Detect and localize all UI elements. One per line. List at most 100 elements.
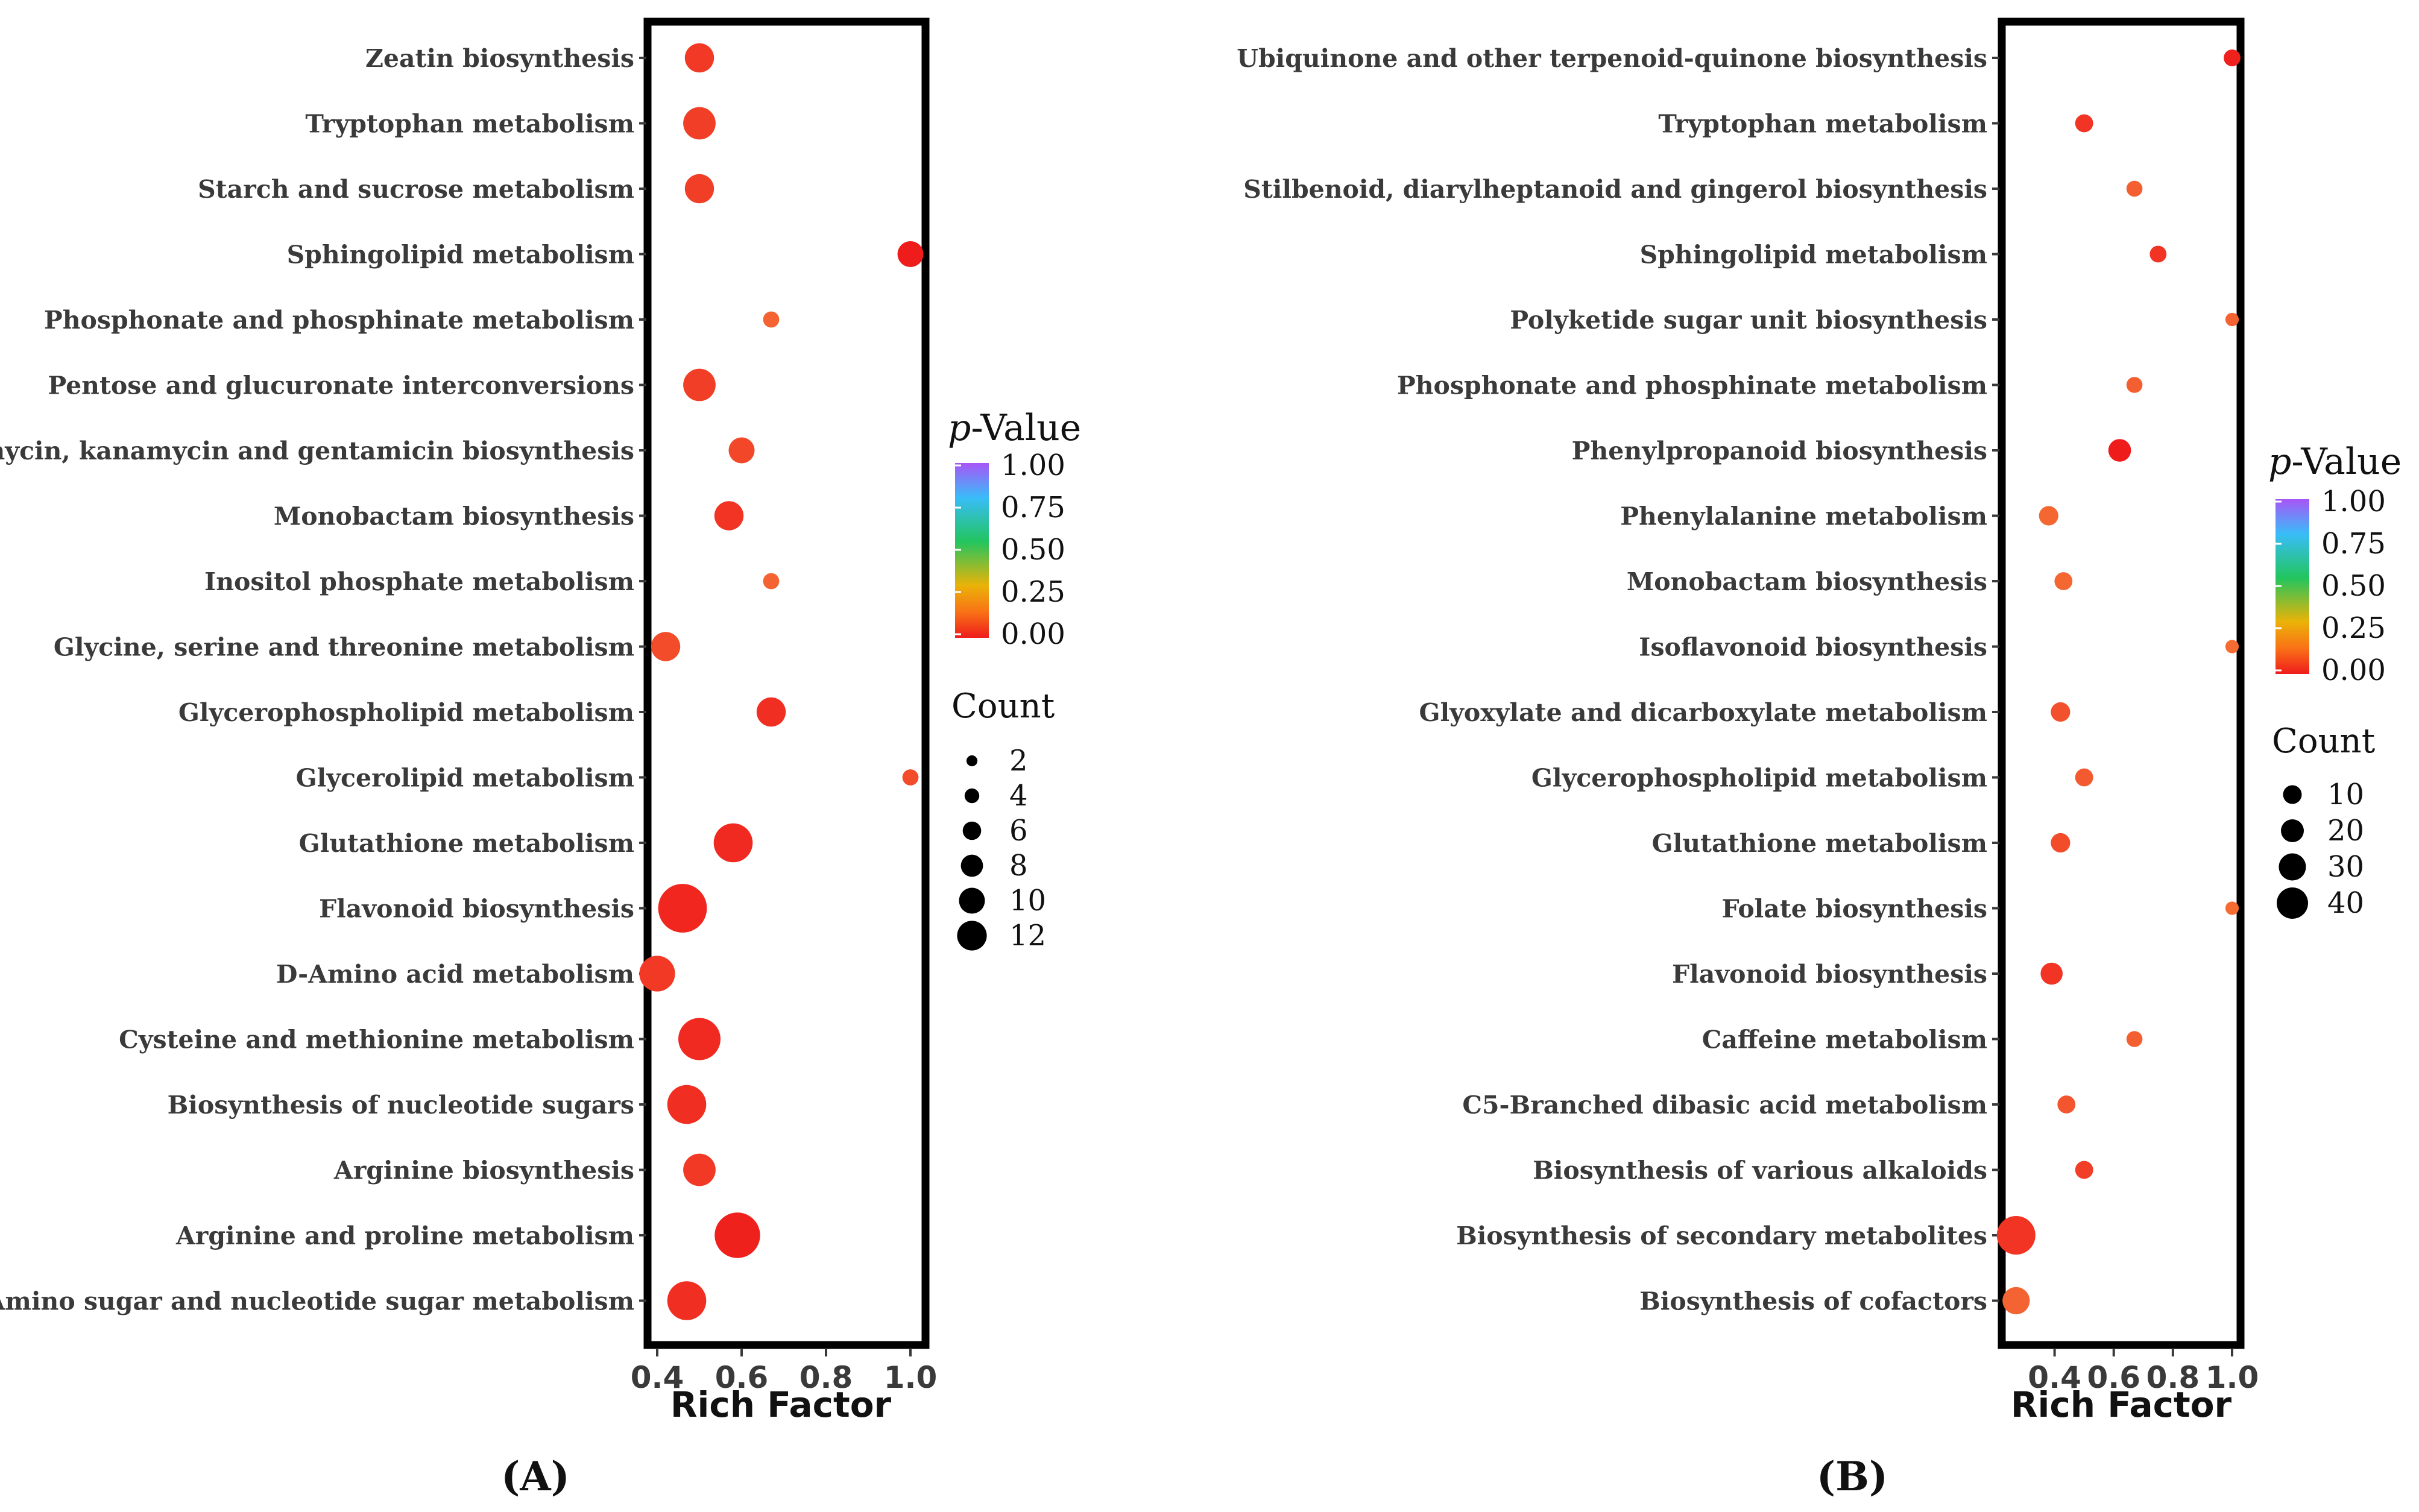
data-point-b [2002, 1287, 2030, 1315]
category-label-b: Flavonoid biosynthesis [1672, 960, 1987, 989]
data-point-a [763, 311, 780, 328]
category-label-a: Glutathione metabolism [299, 829, 634, 858]
category-label-b: Caffeine metabolism [1702, 1025, 1987, 1054]
legend-count-label-a: 2 [1009, 744, 1028, 778]
category-label-b: Biosynthesis of various alkaloids [1533, 1156, 1987, 1185]
panel-b: Ubiquinone and other terpenoid-quinone b… [1237, 17, 2402, 1425]
data-point-a [714, 501, 744, 531]
legend-count-label-b: 30 [2327, 850, 2364, 884]
category-label-a: Biosynthesis of nucleotide sugars [168, 1091, 634, 1120]
legend-pvalue-tick-a: 0.00 [1001, 617, 1065, 651]
x-tick-label-a: 1.0 [884, 1360, 938, 1395]
data-point-a [684, 174, 714, 204]
data-point-b [2075, 768, 2093, 787]
x-axis-title-a: Rich Factor [670, 1384, 892, 1425]
category-label-a: Cysteine and methionine metabolism [119, 1025, 634, 1054]
legend-pvalue-tick-a: 0.50 [1001, 533, 1065, 567]
data-point-a [683, 1153, 716, 1186]
category-label-a: Glycine, serine and threonine metabolism [54, 633, 634, 662]
category-label-b: Phenylalanine metabolism [1620, 502, 1987, 531]
data-point-b [2075, 114, 2093, 133]
category-label-b: Ubiquinone and other terpenoid-quinone b… [1237, 44, 1987, 73]
category-label-b: Stilbenoid, diarylheptanoid and gingerol… [1243, 175, 1987, 204]
legend-pvalue-tick-b: 0.75 [2321, 527, 2386, 561]
caption-a: (A) [501, 1453, 570, 1500]
legend-count-label-b: 40 [2327, 886, 2364, 920]
data-point-a [713, 823, 753, 863]
category-label-a: Tryptophan metabolism [305, 110, 634, 139]
data-point-b [2126, 180, 2143, 197]
category-label-a: Monobactam biosynthesis [274, 502, 634, 531]
legend-pvalue-tick-b: 0.50 [2321, 569, 2386, 603]
data-point-a [683, 368, 716, 402]
data-point-b [2126, 1031, 2143, 1047]
data-point-b [2051, 833, 2070, 853]
category-label-b: Sphingolipid metabolism [1640, 241, 1987, 269]
x-tick-label-a: 0.8 [800, 1360, 853, 1395]
legend-count-label-a: 6 [1009, 814, 1028, 848]
legend-count-dot-a [959, 887, 985, 914]
category-label-b: Biosynthesis of cofactors [1639, 1287, 1987, 1316]
legend-pvalue-tick-b: 1.00 [2321, 485, 2386, 518]
category-label-a: Pentose and glucuronate interconversions [48, 371, 634, 400]
legend-pvalue-tick-a: 0.75 [1001, 491, 1065, 524]
plot-frame-a [643, 17, 930, 1349]
legend-pvalue-p-b: p [2268, 441, 2291, 483]
category-label-b: Phosphonate and phosphinate metabolism [1397, 371, 1987, 400]
legend-count-label-a: 10 [1009, 884, 1046, 918]
legend-pvalue-tick-a: 1.00 [1001, 449, 1065, 482]
caption-b: (B) [1817, 1453, 1888, 1500]
legend-count-title-a: Count [951, 687, 1055, 726]
category-label-a: Sphingolipid metabolism [287, 241, 634, 269]
legend-pvalue-tick-b: 0.00 [2321, 654, 2386, 687]
data-point-a [756, 697, 786, 727]
category-label-b: Biosynthesis of secondary metabolites [1456, 1221, 1987, 1250]
legend-count-title-b: Count [2272, 722, 2376, 761]
data-point-a [639, 956, 675, 992]
legend-count-dot-b [2279, 853, 2306, 881]
legend-pvalue-tick-b: 0.25 [2321, 611, 2386, 645]
category-label-b: Glycerophospholipid metabolism [1531, 764, 1987, 793]
data-point-b [2225, 901, 2239, 915]
data-point-b [2075, 1161, 2093, 1179]
legend-count-dot-a [960, 854, 983, 877]
category-label-a: Glycerophospholipid metabolism [178, 698, 634, 727]
legend-pvalue-ticks-a: 1.00 0.75 0.50 0.25 0.00 [955, 449, 1065, 651]
panel-a: Zeatin biosynthesis Tryptophan metabolism… [0, 17, 1081, 1425]
points-b [1996, 49, 2241, 1315]
category-label-b: Polyketide sugar unit biosynthesis [1510, 306, 1987, 335]
x-tick-label-b: 0.8 [2146, 1360, 2200, 1395]
data-point-b [2126, 377, 2143, 393]
category-label-b: Folate biosynthesis [1721, 895, 1987, 924]
legend-count-dot-b [2281, 819, 2304, 842]
x-tick-label-b: 0.4 [2028, 1360, 2081, 1395]
data-point-a [683, 107, 716, 140]
legend-pvalue-ticks-b: 1.00 0.75 0.50 0.25 0.00 [2276, 485, 2386, 687]
legend-pvalue-title-a: p-Value [948, 407, 1081, 449]
data-point-b [1996, 1216, 2036, 1255]
data-point-b [2051, 702, 2070, 722]
data-point-a [658, 884, 707, 933]
category-label-a: Glycerolipid metabolism [296, 764, 634, 793]
data-point-b [2224, 49, 2241, 66]
data-point-b [2149, 245, 2167, 263]
legend-pvalue-rest-b: -Value [2291, 441, 2402, 483]
legend-count-dot-b [2283, 785, 2302, 804]
category-label-b: Isoflavonoid biosynthesis [1639, 633, 1987, 662]
data-point-a [728, 437, 755, 464]
category-label-a: Arginine biosynthesis [333, 1156, 634, 1185]
data-point-a [667, 1281, 707, 1320]
category-label-a: Inositol phosphate metabolism [204, 567, 634, 596]
category-label-a: Zeatin biosynthesis [365, 44, 634, 73]
data-point-a [897, 241, 924, 267]
data-point-a [678, 1018, 721, 1060]
data-point-a [667, 1085, 707, 1124]
category-label-b: C5-Branched dibasic acid metabolism [1462, 1091, 1987, 1120]
category-label-b: Glyoxylate and dicarboxylate metabolism [1419, 698, 1987, 727]
category-label-b: Tryptophan metabolism [1658, 110, 1987, 139]
legend-count-label-a: 8 [1009, 849, 1028, 883]
